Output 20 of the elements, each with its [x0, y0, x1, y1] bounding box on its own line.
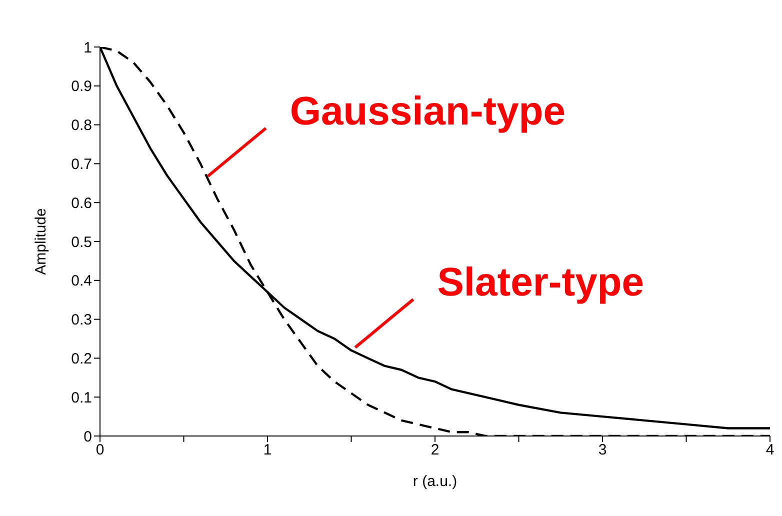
x-axis-title: r (a.u.): [412, 473, 458, 490]
y-tick-label: 0.9: [71, 78, 92, 96]
annotation: Gaussian-type: [290, 89, 566, 134]
y-axis-title: Amplitude: [32, 208, 50, 275]
y-tick-label: 0.6: [71, 194, 92, 212]
x-tick-label: 3: [598, 442, 607, 459]
y-tick-label: 0: [84, 428, 92, 446]
y-tick-label: 0.8: [71, 117, 92, 134]
y-tick-label: 0.5: [71, 234, 92, 251]
y-tick-label: 0.2: [71, 350, 92, 368]
x-tick-label: 2: [430, 442, 440, 459]
x-tick-label: 4: [766, 442, 774, 459]
y-tick-label: 1: [84, 39, 92, 56]
annotation: Slater-type: [437, 260, 644, 304]
y-tick-label: 0.1: [71, 389, 92, 406]
y-tick-label: 0.3: [71, 312, 92, 329]
x-tick-label: 1: [263, 442, 272, 459]
x-tick-label: 0: [96, 442, 104, 459]
y-tick-label: 0.4: [71, 272, 92, 290]
y-tick-label: 0.7: [71, 156, 92, 174]
